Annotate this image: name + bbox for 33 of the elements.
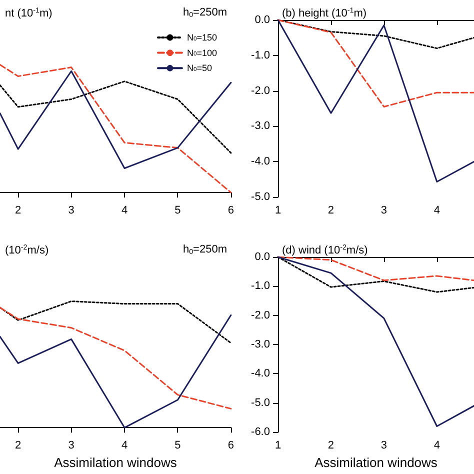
y-tick-label: -2.0 (251, 84, 270, 97)
x-tick-label: 4 (434, 440, 440, 452)
x-tick-label: 6 (228, 204, 234, 216)
x-tick-label: 3 (68, 204, 74, 216)
y-tick-label: -1.0 (251, 49, 270, 62)
x-tick-label: 2 (328, 440, 334, 452)
x-tick-label: 6 (228, 440, 234, 452)
y-tick-label: -1.0 (251, 280, 270, 292)
y-tick-label: -6.0 (251, 426, 270, 438)
x-axis-title: Assimilation windows (314, 455, 438, 470)
x-tick-label: 3 (380, 440, 388, 452)
y-tick-label: 0.0 (254, 251, 270, 263)
x-tick-label: 4 (121, 440, 128, 452)
x-tick-label: 2 (328, 204, 334, 216)
x-tick-label: 3 (68, 440, 74, 452)
x-tick-label: 1 (274, 204, 282, 216)
x-tick-label: 2 (15, 204, 22, 216)
x-tick-label: 4 (121, 204, 128, 216)
x-axis-title: Assimilation windows (54, 455, 178, 470)
y-tick-label: -5.0 (251, 396, 270, 409)
x-tick-label: 1 (274, 440, 282, 452)
y-tick-label: -5.0 (251, 191, 270, 203)
y-tick-label: 0.0 (254, 14, 270, 26)
x-tick-label: 4 (434, 204, 440, 216)
y-tick-label: -3.0 (251, 338, 270, 351)
x-tick-label: 5 (174, 440, 181, 452)
x-tick-label: 5 (174, 204, 181, 216)
y-tick-label: -3.0 (251, 120, 270, 132)
x-tick-label: 2 (15, 440, 22, 452)
y-tick-label: -4.0 (251, 156, 270, 168)
y-tick-label: -2.0 (251, 309, 270, 322)
x-tick-label: 3 (380, 204, 388, 216)
y-tick-label: -4.0 (251, 368, 270, 380)
